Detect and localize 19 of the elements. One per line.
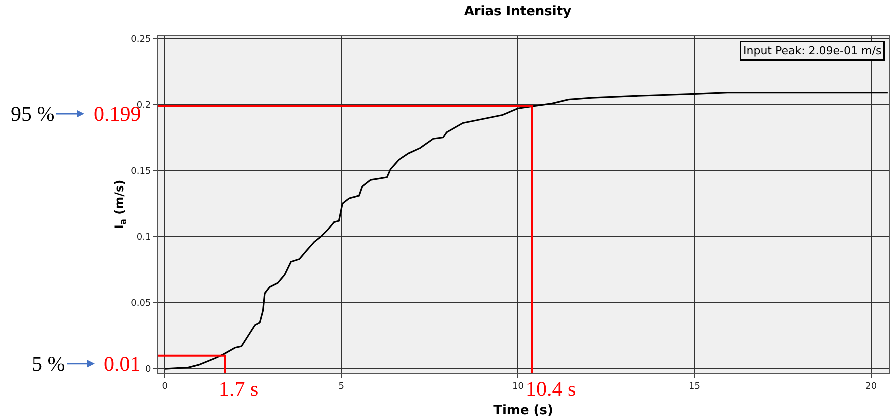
y-tick-label: 0.25 xyxy=(131,34,152,45)
y-tick-label: 0.05 xyxy=(131,299,152,310)
annotation: 10.4 s xyxy=(526,377,576,401)
y-tick-label: 0 xyxy=(145,365,152,376)
annotation: 0.01 xyxy=(104,352,141,376)
x-tick-label: 10 xyxy=(512,382,524,392)
x-axis-title: Time (s) xyxy=(494,403,554,418)
text: 5 % xyxy=(32,352,66,376)
chart-title: Arias Intensity xyxy=(464,4,572,20)
text: 95 % xyxy=(11,102,55,126)
x-tick-label: 0 xyxy=(162,382,168,392)
y-tick-label: 0.1 xyxy=(136,233,152,244)
y-tick-label: 0.15 xyxy=(131,166,152,177)
x-tick-label: 15 xyxy=(689,382,700,392)
annotation: 1.7 s xyxy=(219,377,259,401)
line-series xyxy=(164,92,889,370)
annotation: Input Peak: 2.09e-01 m/s xyxy=(744,44,882,58)
x-tick-label: 5 xyxy=(338,382,344,392)
x-tick-label: 20 xyxy=(866,382,878,392)
